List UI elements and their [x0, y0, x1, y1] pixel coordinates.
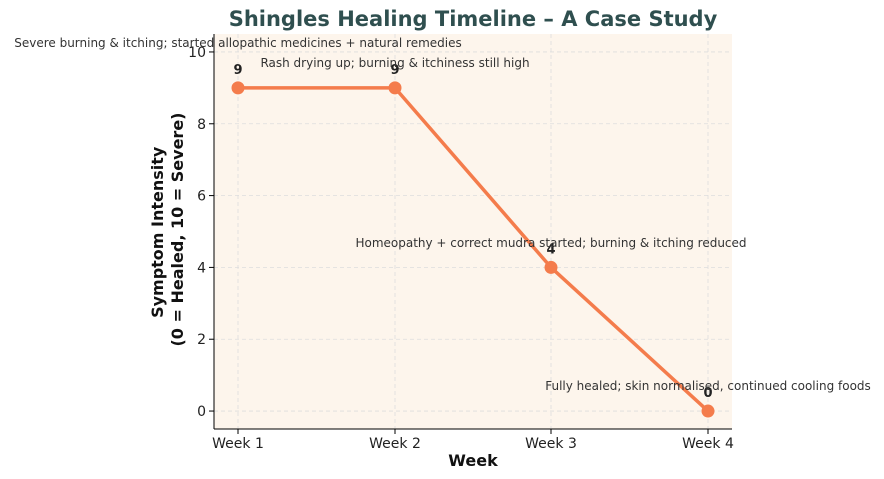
data-series — [231, 81, 715, 418]
data-labels: 9 9 4 0 — [233, 63, 712, 401]
tick-labels: 0 2 4 6 8 10 Week 1 Week 2 Week 3 Week 4 — [188, 45, 734, 452]
data-label: 9 — [390, 63, 399, 78]
y-tick-label: 8 — [197, 117, 206, 133]
x-tick-label: Week 1 — [212, 436, 264, 452]
x-tick-label: Week 4 — [682, 436, 734, 452]
data-point — [231, 81, 245, 95]
y-tick-label: 6 — [197, 189, 206, 205]
y-tick-label: 2 — [197, 332, 206, 348]
series-line — [238, 86, 710, 413]
x-tick-label: Week 3 — [525, 436, 577, 452]
annotation: Rash drying up; burning & itchiness stil… — [260, 56, 529, 70]
annotations: Severe burning & itching; started allopa… — [14, 36, 871, 393]
data-label: 9 — [233, 63, 242, 78]
y-tick-label: 10 — [188, 45, 206, 61]
data-point — [388, 81, 402, 95]
annotation: Severe burning & itching; started allopa… — [14, 36, 462, 50]
y-tick-label: 4 — [197, 260, 206, 276]
y-tick-label: 0 — [197, 404, 206, 420]
x-axis-title: Week — [448, 451, 498, 470]
data-point — [544, 260, 558, 274]
x-tick-label: Week 2 — [369, 436, 421, 452]
chart-title: Shingles Healing Timeline – A Case Study — [229, 7, 718, 31]
data-label: 0 — [703, 386, 712, 401]
annotation: Fully healed; skin normalised, continued… — [545, 379, 871, 393]
annotation: Homeopathy + correct mudra started; burn… — [355, 236, 746, 250]
axes — [209, 34, 732, 434]
data-point — [701, 404, 715, 418]
y-axis-title-line-1: Symptom Intensity — [148, 146, 167, 318]
y-axis-title: Symptom Intensity (0 = Healed, 10 = Seve… — [148, 113, 187, 347]
grid — [214, 34, 732, 429]
data-label: 4 — [546, 242, 555, 257]
y-axis-title-line-2: (0 = Healed, 10 = Severe) — [168, 113, 187, 347]
plot-area — [214, 34, 732, 429]
